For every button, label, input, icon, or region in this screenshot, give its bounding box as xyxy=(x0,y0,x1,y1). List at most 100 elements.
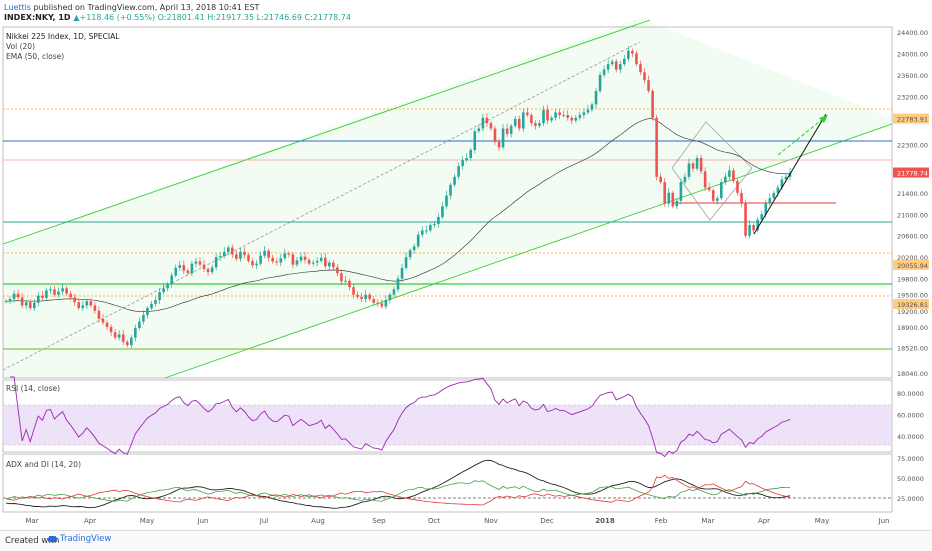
candle-body xyxy=(231,247,234,255)
candle-body xyxy=(364,294,367,300)
candle-body xyxy=(218,256,222,258)
candle-body xyxy=(311,262,315,264)
footer-brand[interactable]: TradingView xyxy=(48,534,111,544)
candle-body xyxy=(150,303,153,309)
candle-body xyxy=(784,176,788,180)
y-tick-label: 20600.00 xyxy=(897,233,928,241)
x-tick-label: Nov xyxy=(484,517,498,525)
candle-body xyxy=(138,321,141,328)
rsi-pane-title[interactable]: RSI (14, close) xyxy=(6,384,61,393)
rsi-tick-label: 60.0000 xyxy=(897,412,924,420)
footer-bar: Created with TradingView xyxy=(0,530,932,551)
candle-body xyxy=(396,278,400,290)
price-label-box xyxy=(893,299,929,310)
x-tick-label: Sep xyxy=(372,517,386,525)
candle-body xyxy=(493,128,497,142)
candle-body xyxy=(73,297,77,303)
candle-body xyxy=(142,315,145,322)
vol-indicator-label[interactable]: Vol (20) xyxy=(6,42,36,51)
price-label-box xyxy=(893,259,929,270)
candle-body xyxy=(538,123,541,126)
candle-body xyxy=(8,299,12,302)
candle-body xyxy=(574,117,578,121)
candle-body xyxy=(166,283,169,289)
candle-body xyxy=(534,123,537,126)
candle-body xyxy=(360,296,363,300)
candle-body xyxy=(489,123,493,129)
candle-body xyxy=(235,254,238,259)
candle-body xyxy=(732,170,735,182)
y-tick-label: 21400.00 xyxy=(897,190,928,198)
adx-tick-label: 25.0000 xyxy=(897,495,924,503)
x-tick-label: May xyxy=(140,517,154,525)
candle-body xyxy=(740,192,743,204)
candle-body xyxy=(429,225,432,231)
candle-body xyxy=(194,261,198,264)
candle-body xyxy=(121,334,125,342)
rsi-band xyxy=(3,405,892,445)
candle-body xyxy=(465,157,469,161)
candle-body xyxy=(380,303,384,307)
candle-body xyxy=(332,262,335,268)
channel-lower-line xyxy=(164,123,893,379)
candle-body xyxy=(461,160,464,167)
candle-body xyxy=(113,332,117,338)
candle-body xyxy=(352,287,355,295)
candle-body xyxy=(497,141,501,148)
x-tick-label: Mar xyxy=(701,517,714,525)
candle-body xyxy=(550,117,553,121)
author-link[interactable]: Luettis xyxy=(4,3,31,12)
candle-body xyxy=(469,149,473,158)
x-tick-label: Jun xyxy=(878,517,890,525)
candle-body xyxy=(239,251,242,259)
candle-body xyxy=(764,203,768,215)
candle-body xyxy=(635,53,638,65)
candle-body xyxy=(267,250,270,258)
candle-body xyxy=(404,257,408,268)
candle-body xyxy=(28,302,32,309)
candle-body xyxy=(578,115,582,118)
x-tick-label: Dec xyxy=(540,517,554,525)
candle-body xyxy=(736,181,739,193)
x-tick-label: Apr xyxy=(84,517,96,525)
x-tick-label: Apr xyxy=(758,517,770,525)
candle-body xyxy=(408,250,412,258)
candle-body xyxy=(214,257,218,268)
candle-body xyxy=(226,247,230,252)
ema-indicator-label[interactable]: EMA (50, close) xyxy=(6,52,65,61)
candle-body xyxy=(647,80,650,91)
candle-body xyxy=(202,264,206,269)
y-tick-label: 23600.00 xyxy=(897,72,928,80)
candle-body xyxy=(449,184,452,196)
candle-body xyxy=(158,292,161,301)
candle-body xyxy=(263,250,266,256)
candle-body xyxy=(728,170,731,177)
rsi-tick-label: 40.0000 xyxy=(897,433,924,441)
arrow-green-shaft xyxy=(777,117,825,156)
candle-body xyxy=(20,297,24,306)
candle-body xyxy=(542,109,545,124)
candle-body xyxy=(416,234,420,247)
adx-axis: 75.0000 50.0000 25.0000 xyxy=(897,455,924,503)
candle-body xyxy=(473,131,477,150)
candle-body xyxy=(517,118,521,129)
candle-body xyxy=(719,182,723,199)
candle-body xyxy=(146,308,149,316)
candle-body xyxy=(748,225,751,236)
y-tick-label: 18520.00 xyxy=(897,344,928,352)
footer-brand-label: TradingView xyxy=(60,534,112,544)
candle-body xyxy=(679,182,683,201)
candle-body xyxy=(259,255,262,264)
candle-body xyxy=(598,74,602,91)
adx-line xyxy=(5,459,791,509)
candle-body xyxy=(69,293,72,298)
diamond-pattern xyxy=(671,121,753,221)
adx-pane-title[interactable]: ADX and DI (14, 20) xyxy=(6,460,81,469)
tradingview-logo-icon xyxy=(48,535,57,542)
candle-body xyxy=(695,157,699,169)
candles-group xyxy=(4,46,792,349)
di-minus-line xyxy=(5,474,791,506)
candle-body xyxy=(251,260,254,266)
candle-body xyxy=(243,251,246,256)
